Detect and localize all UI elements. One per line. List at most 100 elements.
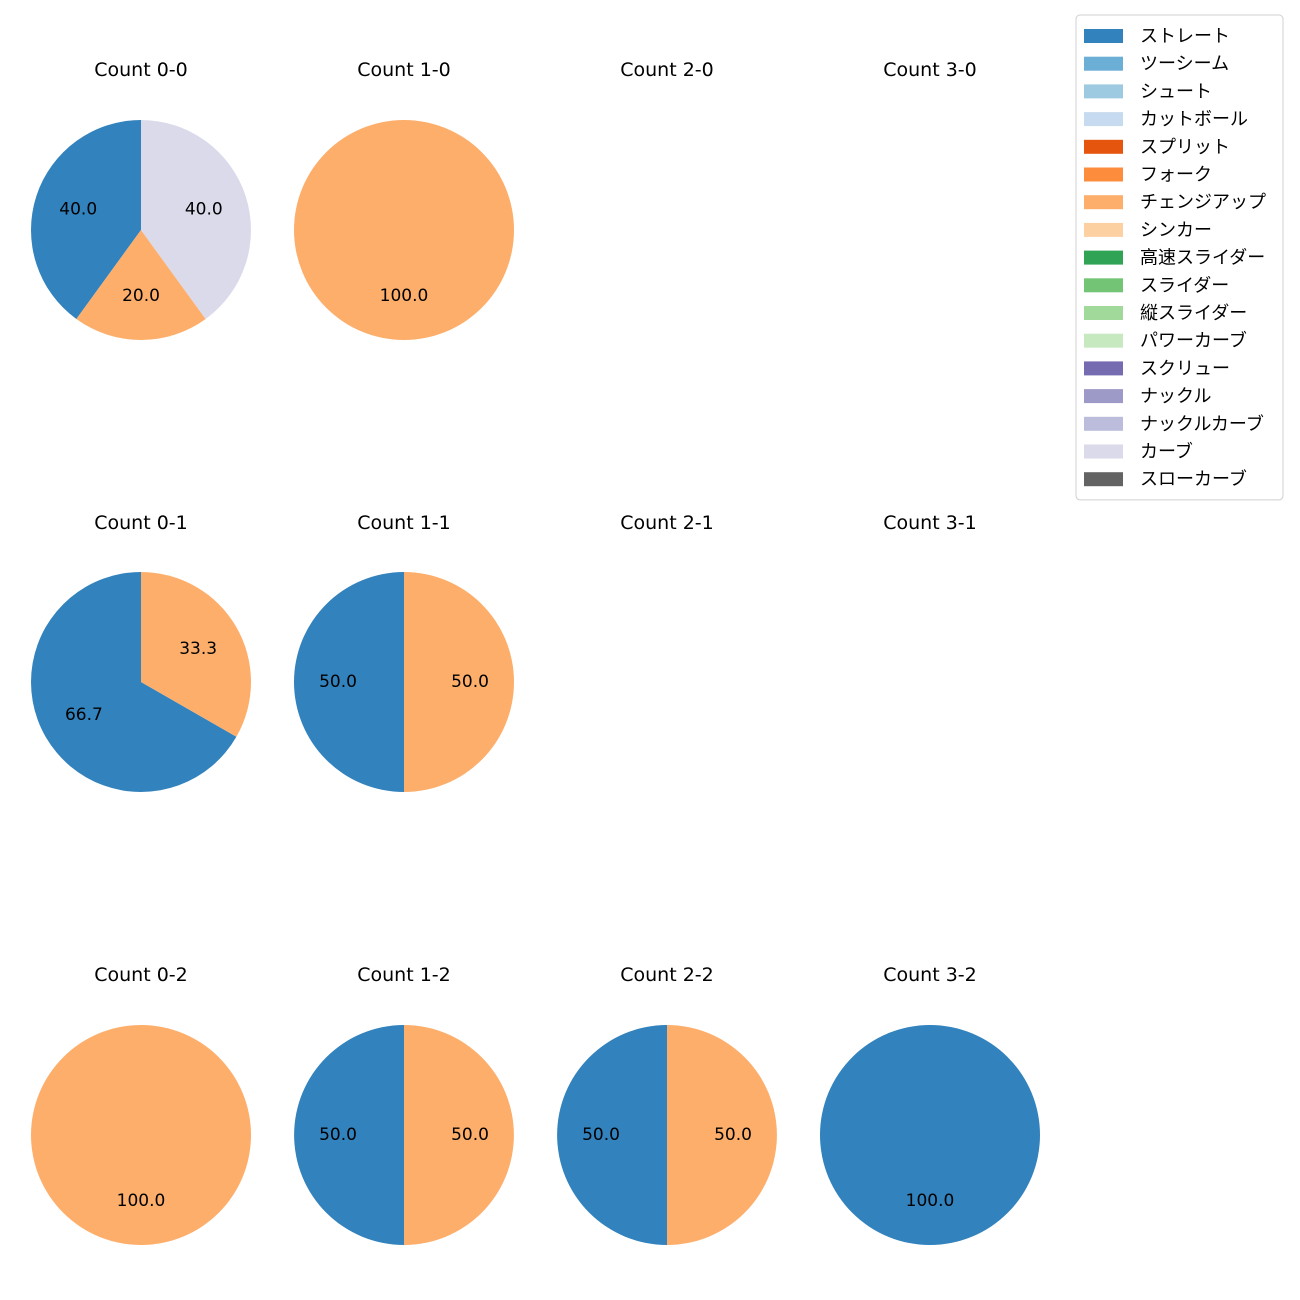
legend-item: ナックル <box>1084 386 1211 407</box>
pie-title: Count 1-2 <box>357 964 451 986</box>
pie-title: Count 0-1 <box>94 512 188 534</box>
legend-swatch <box>1084 167 1123 182</box>
pie-slice <box>404 572 514 792</box>
pie-panel: Count 1-2 50.0 50.0 <box>294 964 514 1245</box>
pie-panel: Count 3-1 <box>883 512 977 534</box>
legend-item: シンカー <box>1084 220 1212 241</box>
pie-slice <box>820 1025 1040 1245</box>
pie-slice <box>667 1025 777 1245</box>
pie-panel: Count 1-0 100.0 <box>294 59 514 340</box>
pie-panel: Count 2-1 <box>620 512 714 534</box>
legend-label: フォーク <box>1140 165 1212 186</box>
legend-label: ストレート <box>1140 26 1230 47</box>
legend-item: スクリュー <box>1084 358 1230 379</box>
pie-slice-label: 50.0 <box>714 1125 752 1145</box>
legend-swatch <box>1084 416 1123 431</box>
pie-slice-label: 50.0 <box>582 1125 620 1145</box>
pie-panel: Count 0-0 40.0 20.0 40.0 <box>30 59 251 340</box>
legend-label: チェンジアップ <box>1140 192 1266 213</box>
legend-label: スローカーブ <box>1140 468 1247 490</box>
pie-slice-label: 50.0 <box>451 1125 489 1145</box>
pie-title: Count 3-1 <box>883 512 977 534</box>
pie-panel: Count 1-1 50.0 50.0 <box>294 512 514 792</box>
pie-slice-label: 33.3 <box>179 639 217 659</box>
legend-label: スプリット <box>1140 137 1230 158</box>
legend-item: ストレート <box>1084 26 1230 47</box>
legend-item: カーブ <box>1084 441 1193 463</box>
pie-slice <box>404 1025 514 1245</box>
legend-label: カーブ <box>1140 441 1193 463</box>
legend-label: ツーシーム <box>1140 54 1229 75</box>
pie-slice-label: 20.0 <box>122 286 160 306</box>
pie-title: Count 3-0 <box>883 59 977 81</box>
legend-swatch <box>1084 195 1123 210</box>
legend-item: ナックルカーブ <box>1084 413 1264 435</box>
legend-item: フォーク <box>1084 165 1212 186</box>
pie-title: Count 1-0 <box>357 59 451 81</box>
pie-panel: Count 3-0 <box>883 59 977 81</box>
legend-item: チェンジアップ <box>1084 192 1266 213</box>
legend: ストレートツーシームシュートカットボールスプリットフォークチェンジアップシンカー… <box>1075 14 1284 501</box>
pie-slice <box>76 230 206 340</box>
pie-slice <box>294 1025 404 1245</box>
legend-frame <box>1075 14 1284 501</box>
legend-label: スクリュー <box>1140 358 1230 379</box>
legend-swatch <box>1084 444 1123 459</box>
pie-title: Count 2-1 <box>620 512 714 534</box>
pie-panel: Count 3-2 100.0 <box>820 964 1040 1245</box>
pie-slice <box>141 120 251 319</box>
legend-item: 縦スライダー <box>1084 303 1247 324</box>
legend-swatch <box>1084 84 1123 99</box>
legend-label: 高速スライダー <box>1140 248 1265 269</box>
pie-slice-label: 50.0 <box>319 1125 357 1145</box>
pie-panel: Count 0-2 100.0 <box>31 964 251 1245</box>
legend-item: スプリット <box>1084 137 1230 158</box>
legend-label: ナックルカーブ <box>1140 413 1264 435</box>
pie-slice-label: 40.0 <box>185 200 223 220</box>
legend-label: パワーカーブ <box>1140 330 1247 352</box>
pie-slice-label: 40.0 <box>59 200 97 220</box>
legend-item: パワーカーブ <box>1084 330 1247 352</box>
pie-slice <box>31 1025 251 1245</box>
legend-swatch <box>1084 278 1123 293</box>
pie-panel: Count 0-1 66.7 33.3 <box>30 512 251 792</box>
legend-label: カットボール <box>1140 109 1248 130</box>
pie-title: Count 0-0 <box>94 59 188 81</box>
pie-slice <box>294 120 514 340</box>
pie-slice <box>30 572 237 792</box>
legend-swatch <box>1084 333 1123 348</box>
pie-title: Count 2-0 <box>620 59 714 81</box>
pie-title: Count 3-2 <box>883 964 977 986</box>
pie-slice-label: 50.0 <box>451 672 489 692</box>
legend-swatch <box>1084 389 1123 404</box>
legend-swatch <box>1084 361 1123 376</box>
legend-swatch <box>1084 139 1123 154</box>
legend-swatch <box>1084 250 1123 265</box>
legend-swatch <box>1084 29 1123 43</box>
legend-item: シュート <box>1084 81 1212 102</box>
legend-swatch <box>1084 112 1123 127</box>
legend-swatch <box>1084 472 1123 487</box>
legend-item: スライダー <box>1084 275 1229 296</box>
pie-slice-label: 100.0 <box>117 1191 166 1211</box>
legend-label: シンカー <box>1140 220 1212 241</box>
legend-item: カットボール <box>1084 109 1248 130</box>
pie-title: Count 0-2 <box>94 964 188 986</box>
legend-item: スローカーブ <box>1084 468 1247 490</box>
pie-slice <box>141 572 251 737</box>
legend-item: ツーシーム <box>1084 54 1229 75</box>
legend-label: シュート <box>1140 81 1212 102</box>
pie-slice <box>294 572 404 792</box>
legend-label: スライダー <box>1140 275 1229 296</box>
pie-title: Count 1-1 <box>357 512 451 534</box>
legend-label: ナックル <box>1140 386 1211 407</box>
legend-swatch <box>1084 222 1123 237</box>
legend-item: 高速スライダー <box>1084 248 1265 269</box>
legend-swatch <box>1084 56 1123 71</box>
pie-panel: Count 2-0 <box>620 59 714 81</box>
pie-panel: Count 2-2 50.0 50.0 <box>557 964 777 1245</box>
pie-slice <box>30 120 142 319</box>
pie-slice-label: 100.0 <box>380 286 429 306</box>
